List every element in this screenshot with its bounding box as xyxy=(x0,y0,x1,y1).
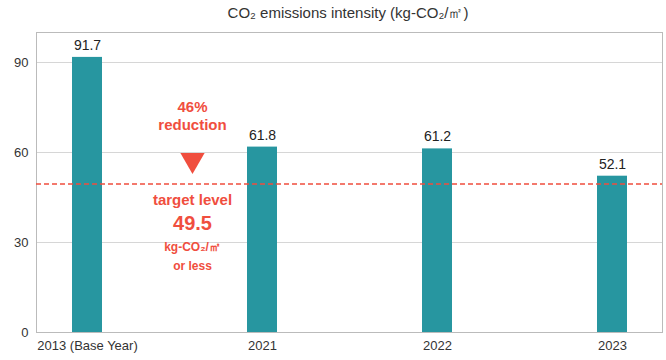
svg-text:or less: or less xyxy=(173,259,212,273)
svg-text:2021: 2021 xyxy=(248,338,277,353)
svg-text:kg-CO₂/㎡: kg-CO₂/㎡ xyxy=(164,240,221,254)
svg-text:60: 60 xyxy=(14,145,28,160)
svg-text:2022: 2022 xyxy=(423,338,452,353)
svg-text:target level: target level xyxy=(153,191,232,208)
svg-text:2013 (Base Year): 2013 (Base Year) xyxy=(37,338,137,353)
svg-text:49.5: 49.5 xyxy=(173,212,212,234)
svg-text:46%: 46% xyxy=(177,98,207,115)
svg-text:30: 30 xyxy=(14,235,28,250)
svg-text:91.7: 91.7 xyxy=(74,37,101,53)
svg-text:61.2: 61.2 xyxy=(424,128,451,144)
svg-text:61.8: 61.8 xyxy=(249,127,276,143)
svg-text:2023: 2023 xyxy=(598,338,627,353)
html-text:CO₂ emissions intensity (kg-CO: CO₂ emissions intensity (kg-CO₂/㎡) xyxy=(227,4,469,21)
svg-text:90: 90 xyxy=(14,55,28,70)
svg-text:0: 0 xyxy=(21,325,28,340)
svg-text:52.1: 52.1 xyxy=(599,156,626,172)
svg-text:reduction: reduction xyxy=(158,116,226,133)
